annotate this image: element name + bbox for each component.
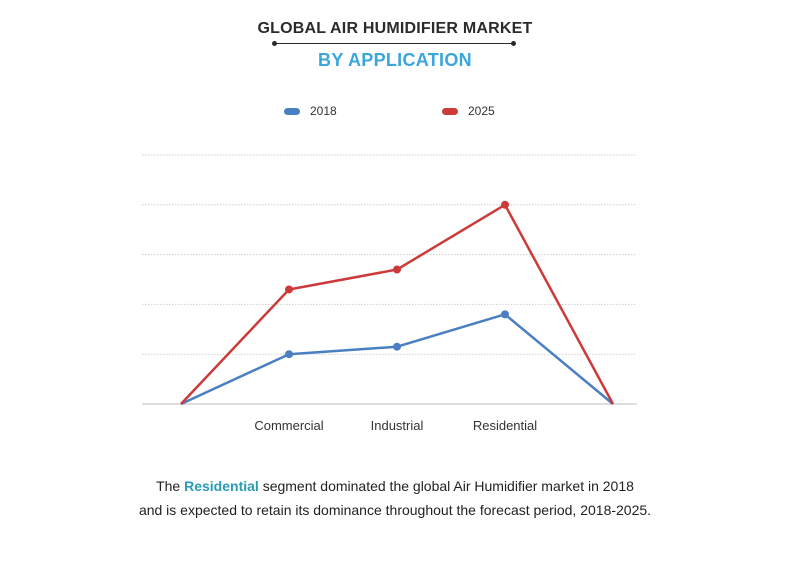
caption-prefix: The	[156, 478, 185, 494]
legend-label-2025: 2025	[468, 104, 495, 118]
legend-label-2018: 2018	[310, 104, 337, 118]
legend-item-2018: 2018	[284, 104, 337, 118]
chart-title: GLOBAL AIR HUMIDIFIER MARKET	[257, 20, 533, 37]
data-point-2025	[285, 285, 293, 294]
caption-line1-rest: segment dominated the global Air Humidif…	[258, 478, 634, 494]
data-point-2018	[501, 310, 509, 319]
data-point-2018	[393, 342, 401, 351]
legend-item-2025: 2025	[442, 104, 495, 118]
x-tick-label: Residential	[473, 418, 537, 433]
title-divider	[272, 41, 516, 46]
series-line-2018	[180, 313, 614, 406]
x-tick-label: Industrial	[371, 418, 424, 433]
legend-swatch-2018	[284, 107, 300, 115]
data-point-2025	[501, 200, 509, 209]
x-tick-label: Commercial	[254, 418, 323, 433]
legend: 2018 2025	[0, 104, 790, 122]
caption-line-1: The Residential segment dominated the gl…	[0, 474, 790, 498]
legend-swatch-2025	[442, 107, 458, 115]
data-point-2018	[285, 350, 293, 359]
data-point-2025	[393, 265, 401, 274]
caption-line-2: and is expected to retain its dominance …	[138, 502, 652, 518]
line-chart: Commercial Industrial Residential	[142, 154, 637, 433]
caption: The Residential segment dominated the gl…	[0, 474, 790, 522]
caption-highlight: Residential	[184, 478, 259, 494]
chart-subtitle: BY APPLICATION	[318, 50, 472, 70]
